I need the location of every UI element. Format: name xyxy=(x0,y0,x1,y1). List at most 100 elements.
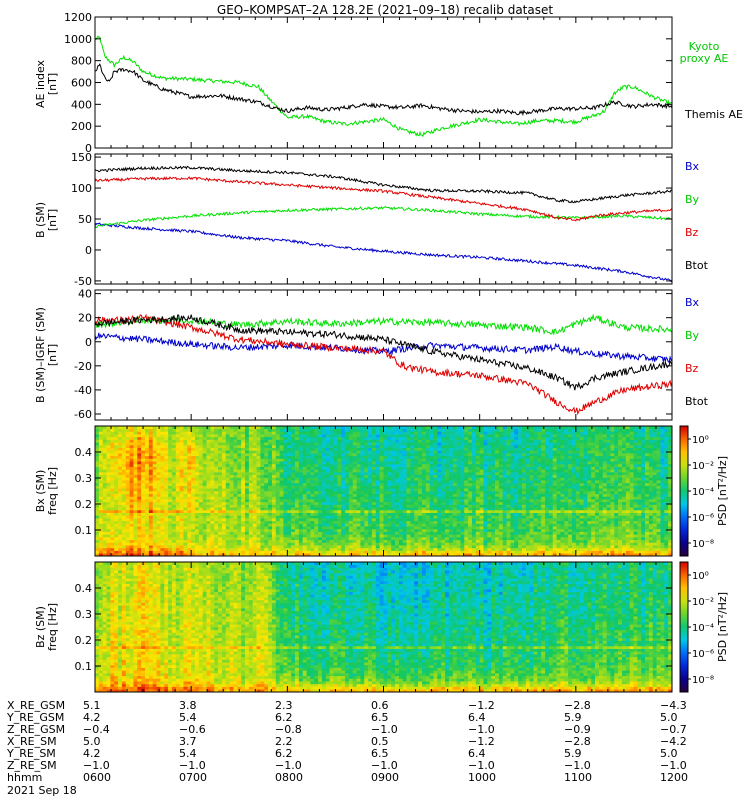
bx_spectrogram-cell xyxy=(145,485,150,489)
bx_spectrogram-cell xyxy=(283,507,288,511)
bx_spectrogram-cell xyxy=(445,534,450,538)
bx_spectrogram-cell xyxy=(148,469,153,473)
bx_spectrogram-cell xyxy=(125,469,130,473)
bx_spectrogram-cell xyxy=(206,499,211,503)
bx_spectrogram-cell xyxy=(245,491,250,495)
bx_spectrogram-cell xyxy=(318,518,323,522)
bx_spectrogram-cell xyxy=(325,477,330,481)
bx_spectrogram-cell xyxy=(256,507,261,511)
bx_spectrogram-cell xyxy=(391,482,396,486)
bx_spectrogram-cell xyxy=(452,450,457,454)
bx_spectrogram-cell xyxy=(460,442,465,446)
bx_spectrogram-cell xyxy=(348,501,354,505)
bx_spectrogram-cell xyxy=(195,458,200,462)
bx_spectrogram-cell xyxy=(387,512,392,516)
bx_spectrogram-cell xyxy=(171,434,177,438)
bx_spectrogram-cell xyxy=(448,453,454,457)
bx_spectrogram-cell xyxy=(118,453,123,457)
bx_spectrogram-cell xyxy=(321,537,327,541)
bx_spectrogram-cell xyxy=(383,434,388,438)
bx_spectrogram-cell xyxy=(352,444,357,448)
bx_spectrogram-cell xyxy=(295,496,300,500)
bx_spectrogram-cell xyxy=(214,436,219,440)
bx_spectrogram-cell xyxy=(429,447,434,451)
bx_spectrogram-cell xyxy=(214,477,219,481)
bx_spectrogram-cell xyxy=(241,512,246,516)
bx_spectrogram-cell xyxy=(310,504,315,508)
bx_spectrogram-cell xyxy=(175,474,180,478)
bx_spectrogram-cell xyxy=(141,542,146,546)
bx_spectrogram-cell xyxy=(291,453,296,457)
bx_spectrogram-cell xyxy=(441,458,446,462)
bx_spectrogram-cell xyxy=(352,537,357,541)
bx_spectrogram-cell xyxy=(275,504,280,508)
bx_spectrogram-cell xyxy=(352,547,357,551)
bx_spectrogram-cell xyxy=(164,509,169,513)
bx_spectrogram-cell xyxy=(260,507,265,511)
bx_spectrogram-cell xyxy=(95,539,100,543)
bx_spectrogram-cell xyxy=(121,458,127,462)
bx_spectrogram-cell xyxy=(398,455,404,459)
bx_spectrogram-cell xyxy=(237,458,242,462)
bx_spectrogram-cell xyxy=(275,474,280,478)
bx_spectrogram-cell xyxy=(121,504,127,508)
bx_spectrogram-cell xyxy=(210,520,215,524)
bx_spectrogram-cell xyxy=(118,537,123,541)
bx_spectrogram-cell xyxy=(448,499,454,503)
bx_spectrogram-cell xyxy=(325,444,330,448)
bx_spectrogram-cell xyxy=(279,520,284,524)
bx_spectrogram-cell xyxy=(364,491,369,495)
bx_spectrogram-cell xyxy=(325,553,330,557)
bx_spectrogram-cell xyxy=(256,488,261,492)
bx_spectrogram-cell xyxy=(102,461,107,465)
bx_spectrogram-cell xyxy=(191,488,196,492)
bx_spectrogram-cell xyxy=(368,426,373,430)
bx_spectrogram-cell xyxy=(391,477,396,481)
bx_spectrogram-cell xyxy=(252,537,257,541)
bx_spectrogram-cell xyxy=(364,534,369,538)
bx_spectrogram-cell xyxy=(345,526,350,530)
bx_spectrogram-cell xyxy=(287,518,292,522)
bx_spectrogram-cell xyxy=(291,455,296,459)
bx_spectrogram-cell xyxy=(106,434,111,438)
bx_spectrogram-cell xyxy=(183,504,188,508)
bx_spectrogram-cell xyxy=(314,550,319,554)
bx_spectrogram-cell xyxy=(337,515,342,519)
bx_spectrogram-cell xyxy=(260,444,265,448)
bx_spectrogram-cell xyxy=(268,526,273,530)
bx_spectrogram-cell xyxy=(218,499,223,503)
bx_spectrogram-cell xyxy=(175,528,180,532)
bx_spectrogram-cell xyxy=(283,458,288,462)
bx_spectrogram-cell xyxy=(310,463,315,467)
bx_spectrogram-cell xyxy=(418,488,423,492)
bx_spectrogram-cell xyxy=(225,447,230,451)
bx_spectrogram-cell xyxy=(125,501,130,505)
bx_spectrogram-cell xyxy=(179,545,184,549)
bx_spectrogram-cell xyxy=(125,461,130,465)
bx_spectrogram-cell xyxy=(118,545,123,549)
bx_spectrogram-cell xyxy=(329,458,334,462)
bx_spectrogram-cell xyxy=(148,450,153,454)
bx_spectrogram-cell xyxy=(421,518,427,522)
bx_spectrogram-cell xyxy=(295,442,300,446)
bx_spectrogram-cell xyxy=(214,480,219,484)
bx_spectrogram-cell xyxy=(429,482,434,486)
bx_spectrogram-cell xyxy=(98,509,103,513)
bx_spectrogram-cell xyxy=(383,542,388,546)
bx_spectrogram-cell xyxy=(175,534,180,538)
bx_spectrogram-cell xyxy=(118,436,123,440)
bx_spectrogram-cell xyxy=(368,496,373,500)
bx_spectrogram-cell xyxy=(248,515,254,519)
bx_spectrogram-cell xyxy=(448,520,454,524)
bx_spectrogram-cell xyxy=(314,515,319,519)
bx_spectrogram-cell xyxy=(137,539,142,543)
bx_spectrogram-cell xyxy=(160,523,165,527)
bx_spectrogram-cell xyxy=(95,542,100,546)
bx_spectrogram-cell xyxy=(406,485,411,489)
bx_spectrogram-cell xyxy=(418,461,423,465)
bx_spectrogram-cell xyxy=(460,509,465,513)
bx_spectrogram-cell xyxy=(229,444,234,448)
bx_spectrogram-cell xyxy=(218,509,223,513)
bx_spectrogram-cell xyxy=(275,542,280,546)
bx_spectrogram-cell xyxy=(256,474,261,478)
